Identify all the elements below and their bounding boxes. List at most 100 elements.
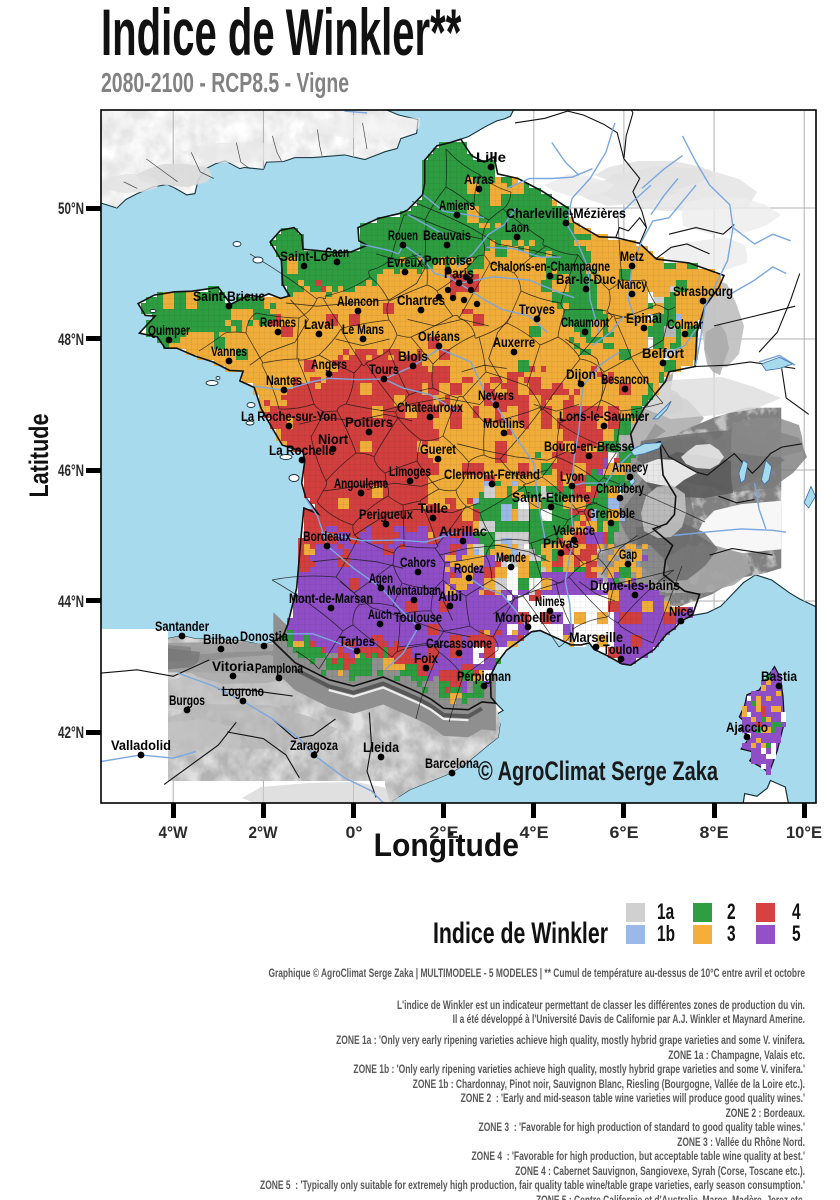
svg-text:Valladolid: Valladolid — [111, 738, 171, 753]
svg-text:Donostia: Donostia — [240, 629, 288, 644]
svg-text:La Rochelle: La Rochelle — [269, 443, 335, 458]
svg-text:Angers: Angers — [311, 357, 347, 372]
svg-text:Auch: Auch — [368, 607, 392, 622]
svg-text:6°E: 6°E — [610, 824, 639, 842]
svg-text:Grenoble: Grenoble — [587, 506, 635, 521]
svg-text:Alencon: Alencon — [337, 294, 379, 309]
svg-text:Epinal: Epinal — [626, 311, 662, 326]
svg-text:Lleida: Lleida — [363, 740, 399, 755]
svg-text:Agen: Agen — [369, 571, 393, 586]
svg-text:Charleville-Mézières: Charleville-Mézières — [506, 206, 626, 221]
svg-text:Logrono: Logrono — [222, 684, 264, 699]
svg-text:Albi: Albi — [438, 589, 462, 604]
svg-text:50°N: 50°N — [58, 200, 84, 218]
svg-text:8°E: 8°E — [700, 824, 729, 842]
svg-text:0°: 0° — [346, 824, 363, 842]
svg-text:Zaragoza: Zaragoza — [290, 738, 338, 753]
svg-text:Montauban: Montauban — [387, 583, 441, 598]
svg-text:Annecy: Annecy — [612, 460, 648, 475]
svg-text:Mont-de-Marsan: Mont-de-Marsan — [289, 591, 373, 606]
svg-text:Limoges: Limoges — [389, 464, 431, 479]
svg-text:Bastia: Bastia — [761, 669, 797, 684]
svg-text:Poitiers: Poitiers — [345, 415, 393, 430]
svg-text:Cahors: Cahors — [400, 555, 436, 570]
svg-text:Laon: Laon — [505, 220, 529, 235]
svg-text:Quimper: Quimper — [148, 323, 191, 338]
svg-text:2°E: 2°E — [430, 824, 459, 842]
svg-text:Vannes: Vannes — [211, 344, 247, 359]
svg-text:Troyes: Troyes — [519, 302, 555, 317]
svg-text:Vitoria: Vitoria — [212, 659, 254, 674]
svg-text:Pamplona: Pamplona — [255, 661, 303, 676]
svg-text:Auxerre: Auxerre — [493, 335, 535, 350]
svg-text:Gueret: Gueret — [420, 442, 456, 457]
svg-text:Moulins: Moulins — [483, 416, 525, 431]
svg-text:Aurillac: Aurillac — [439, 524, 487, 539]
svg-text:Chambery: Chambery — [596, 481, 644, 496]
svg-text:Saint-Lo: Saint-Lo — [280, 249, 328, 264]
svg-text:10°E: 10°E — [786, 824, 822, 842]
svg-text:Privas: Privas — [543, 536, 579, 551]
svg-text:Clermont-Ferrand: Clermont-Ferrand — [444, 467, 540, 482]
svg-text:Saint-Etienne: Saint-Etienne — [512, 490, 590, 505]
svg-text:Nantes: Nantes — [266, 373, 302, 388]
svg-text:Tulle: Tulle — [418, 501, 448, 516]
svg-text:Evreux: Evreux — [387, 255, 423, 270]
svg-text:Dijon: Dijon — [566, 367, 596, 382]
svg-text:Digne-les-bains: Digne-les-bains — [590, 578, 680, 593]
svg-text:Montpellier: Montpellier — [495, 610, 562, 625]
svg-text:Belfort: Belfort — [642, 346, 684, 361]
svg-text:Amiens: Amiens — [439, 198, 475, 213]
svg-text:Marseille: Marseille — [569, 630, 623, 645]
svg-text:48°N: 48°N — [58, 331, 84, 349]
svg-text:Perigueux: Perigueux — [359, 507, 413, 522]
svg-text:Burgos: Burgos — [169, 693, 205, 708]
svg-text:La Roche-sur-Yon: La Roche-sur-Yon — [241, 409, 337, 424]
svg-text:Bourg-en-Bresse: Bourg-en-Bresse — [544, 439, 634, 454]
svg-text:Santander: Santander — [155, 619, 210, 634]
svg-text:Foix: Foix — [414, 651, 438, 666]
svg-text:Lons-le-Saumier: Lons-le-Saumier — [559, 409, 650, 424]
svg-text:Blois: Blois — [398, 349, 428, 364]
svg-text:Strasbourg: Strasbourg — [673, 284, 733, 299]
svg-text:Chaumont: Chaumont — [561, 315, 609, 330]
svg-text:Tours: Tours — [369, 362, 399, 377]
svg-text:4°W: 4°W — [159, 824, 188, 842]
svg-text:44°N: 44°N — [58, 593, 84, 611]
svg-text:Beauvais: Beauvais — [423, 228, 471, 243]
svg-text:Barcelona: Barcelona — [425, 756, 479, 771]
svg-text:Rouen: Rouen — [388, 228, 418, 243]
svg-text:Ajaccio: Ajaccio — [726, 720, 768, 735]
svg-text:Laval: Laval — [304, 317, 334, 332]
svg-text:Bilbao: Bilbao — [203, 632, 239, 647]
svg-text:Arras: Arras — [464, 172, 494, 187]
svg-text:46°N: 46°N — [58, 462, 84, 480]
svg-text:4°E: 4°E — [520, 824, 549, 842]
svg-text:42°N: 42°N — [58, 724, 84, 742]
svg-text:Pontoise: Pontoise — [424, 253, 472, 268]
svg-text:Toulouse: Toulouse — [394, 610, 442, 625]
svg-text:Nevers: Nevers — [478, 388, 514, 403]
svg-text:Niort: Niort — [318, 432, 348, 447]
svg-text:Rodez: Rodez — [454, 561, 484, 576]
svg-text:Valence: Valence — [553, 523, 595, 538]
svg-text:© AgroClimat Serge Zaka: © AgroClimat Serge Zaka — [478, 756, 719, 786]
svg-text:Carcassonne: Carcassonne — [426, 636, 492, 651]
svg-text:Besancon: Besancon — [601, 372, 649, 387]
svg-text:Saint-Brieuc: Saint-Brieuc — [193, 289, 265, 304]
svg-text:Gap: Gap — [619, 547, 637, 562]
svg-text:Rennes: Rennes — [260, 315, 296, 330]
svg-text:Bordeaux: Bordeaux — [303, 529, 351, 544]
svg-text:Lyon: Lyon — [560, 469, 584, 484]
svg-text:Le Mans: Le Mans — [342, 322, 384, 337]
svg-text:Chartres: Chartres — [397, 293, 445, 308]
svg-text:Tarbes: Tarbes — [339, 634, 375, 649]
svg-text:Bar-le-Duc: Bar-le-Duc — [556, 272, 616, 287]
svg-text:Nimes: Nimes — [535, 594, 565, 609]
svg-text:Nancy: Nancy — [617, 277, 647, 292]
svg-text:Metz: Metz — [620, 249, 644, 264]
svg-text:Colmar: Colmar — [667, 317, 704, 332]
svg-text:Orléans: Orléans — [418, 329, 460, 344]
svg-text:Toulon: Toulon — [603, 642, 639, 657]
svg-text:Chateauroux: Chateauroux — [397, 400, 463, 415]
